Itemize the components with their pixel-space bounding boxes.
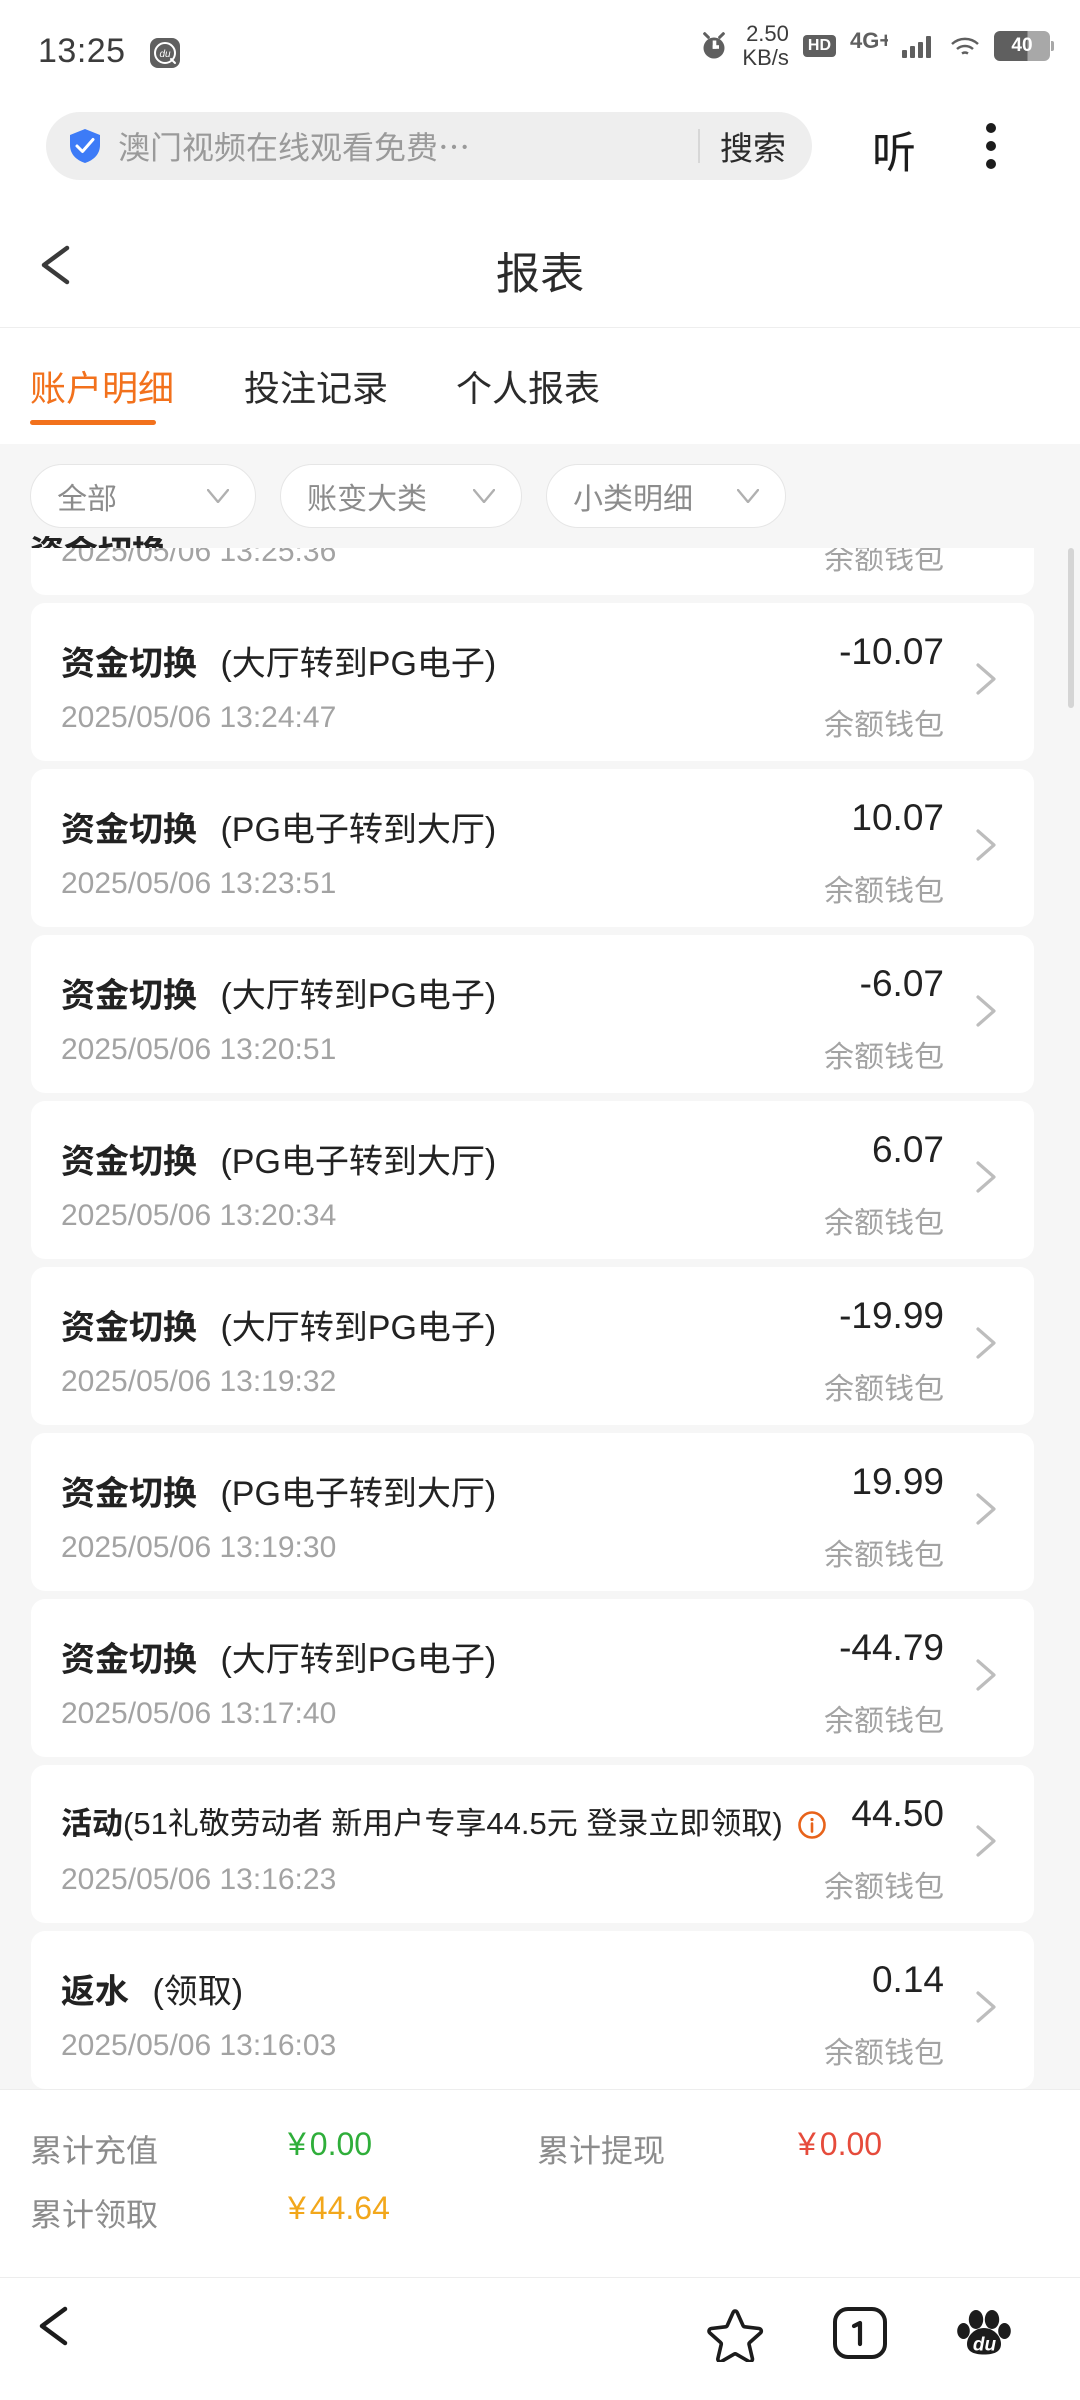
svg-text:du: du [159,49,171,60]
svg-text:du: du [973,2335,997,2356]
svg-text:4G+: 4G+ [850,32,888,53]
